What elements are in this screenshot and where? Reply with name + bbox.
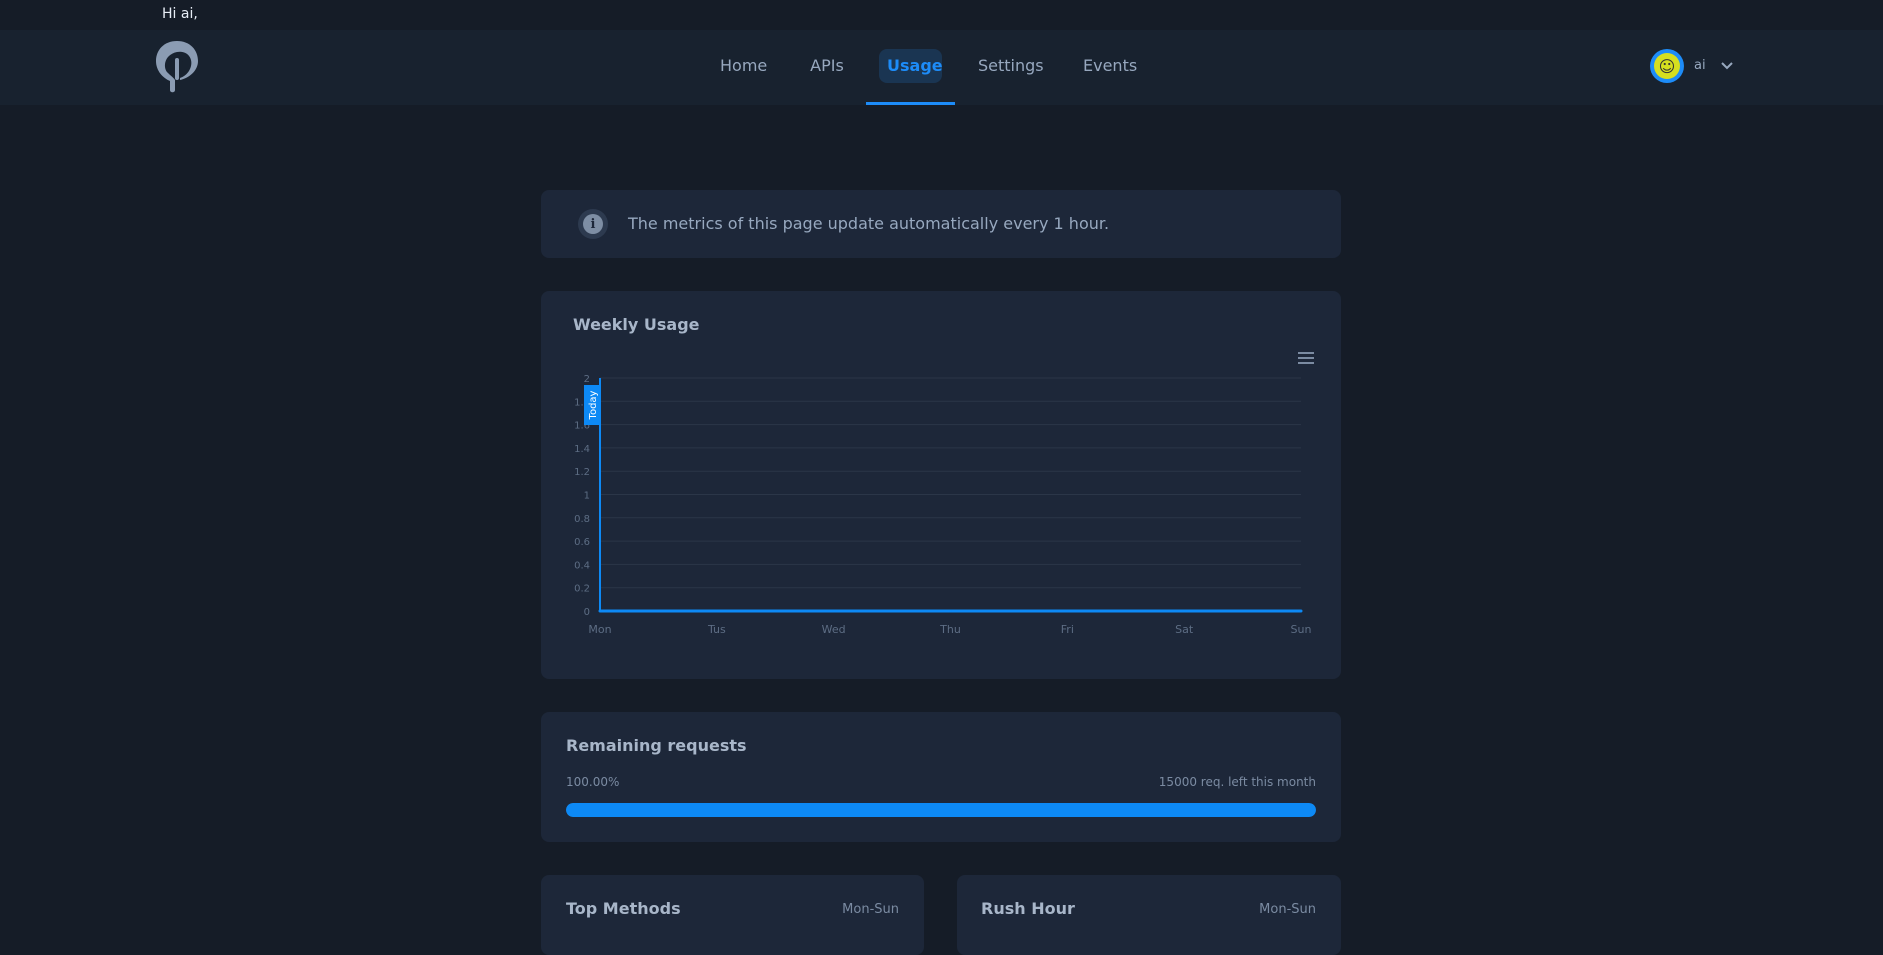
avatar-icon: ☺ xyxy=(1654,53,1680,79)
x-tick-label: Tus xyxy=(707,623,726,636)
info-banner: i The metrics of this page update automa… xyxy=(541,190,1341,258)
y-tick-label: 2 xyxy=(584,374,590,385)
x-tick-label: Mon xyxy=(588,623,611,636)
today-label: Today xyxy=(588,390,599,420)
y-tick-label: 0.4 xyxy=(574,560,590,571)
y-tick-label: 0.8 xyxy=(574,514,590,525)
nav-apis[interactable]: APIs xyxy=(810,56,844,75)
x-tick-label: Thu xyxy=(939,623,961,636)
rush-hour-title: Rush Hour xyxy=(981,899,1075,918)
y-tick-label: 1 xyxy=(584,491,590,502)
weekly-usage-chart: 0 0.2 0.4 0.6 0.8 1 1.2 1.4 1.6 1.8 2 Mon Tus Wed Thu F… xyxy=(574,374,1312,636)
info-icon: i xyxy=(578,209,608,239)
y-tick-label: 1.2 xyxy=(574,467,590,478)
y-tick-label: 0.6 xyxy=(574,537,590,548)
y-tick-label: 1.6 xyxy=(574,421,590,432)
rush-hour-range: Mon-Sun xyxy=(1259,902,1316,917)
data-point xyxy=(1182,609,1186,613)
data-point xyxy=(949,609,952,613)
today-label-box xyxy=(584,385,601,425)
info-text: The metrics of this page update automati… xyxy=(628,214,1110,233)
remaining-left-label: 15000 req. left this month xyxy=(1158,775,1316,789)
top-methods-card: Top Methods Mon-Sun xyxy=(541,875,924,955)
rush-hour-card: Rush Hour Mon-Sun xyxy=(957,875,1341,955)
y-tick-label: 0 xyxy=(584,607,590,618)
nav-events[interactable]: Events xyxy=(1083,56,1138,75)
greeting-text: Hi ai, xyxy=(162,6,198,22)
top-strip: Hi ai, xyxy=(0,0,1883,30)
data-point xyxy=(1299,609,1303,613)
weekly-usage-card: Weekly Usage 0 0.2 0.4 0.6 0.8 1 1.2 1.4 1.6 1.8 2… xyxy=(541,291,1341,679)
x-tick-label: Wed xyxy=(822,623,846,636)
y-tick-label: 1.8 xyxy=(574,397,590,408)
x-tick-label: Sun xyxy=(1291,623,1312,636)
top-methods-range: Mon-Sun xyxy=(842,902,899,917)
remaining-title: Remaining requests xyxy=(566,736,747,755)
x-tick-label: Fri xyxy=(1061,623,1074,636)
user-name[interactable]: ai xyxy=(1694,58,1706,73)
top-methods-title: Top Methods xyxy=(566,899,681,918)
hamburger-menu-icon[interactable] xyxy=(1298,352,1314,364)
remaining-progress-fill xyxy=(566,803,1316,817)
user-avatar[interactable]: ☺ xyxy=(1650,49,1684,83)
nav-settings[interactable]: Settings xyxy=(978,56,1044,75)
nav-usage[interactable]: Usage xyxy=(879,49,943,83)
main-nav: Home APIs Usage Settings Events xyxy=(0,30,1883,105)
top-navbar: Home APIs Usage Settings Events ☺ ai xyxy=(0,30,1883,105)
y-tick-label: 1.4 xyxy=(574,444,590,455)
data-point xyxy=(832,609,836,613)
nav-home[interactable]: Home xyxy=(720,56,768,75)
x-tick-label: Sat xyxy=(1175,623,1194,636)
remaining-percent: 100.00% xyxy=(566,775,620,789)
y-tick-label: 0.2 xyxy=(574,584,590,595)
app-logo-icon[interactable] xyxy=(153,38,201,94)
weekly-usage-title: Weekly Usage xyxy=(573,315,700,334)
remaining-requests-card: Remaining requests 100.00% 15000 req. le… xyxy=(541,712,1341,842)
data-point xyxy=(1065,609,1069,613)
active-tab-indicator xyxy=(866,102,955,105)
data-point xyxy=(715,609,719,613)
chevron-down-icon[interactable] xyxy=(1718,56,1736,74)
remaining-progress-bar xyxy=(566,803,1316,817)
